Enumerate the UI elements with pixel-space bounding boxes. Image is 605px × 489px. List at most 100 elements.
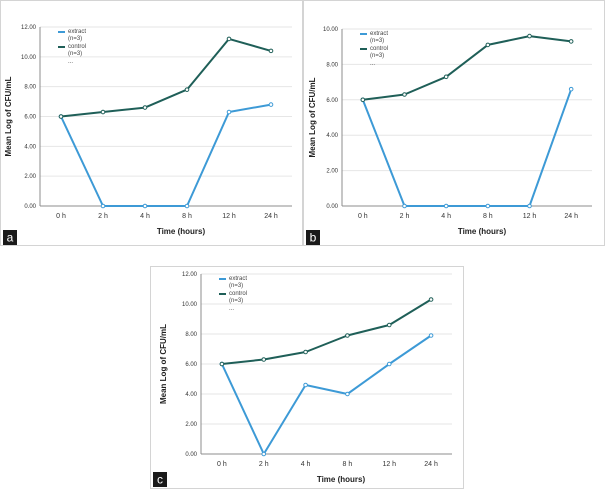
y-tick-label: 6.00 <box>326 98 338 104</box>
x-tick-label: 12 h <box>222 213 236 220</box>
legend-n-label: (n=3) <box>68 36 82 42</box>
data-point-control <box>568 39 574 44</box>
series-line-control <box>221 298 432 365</box>
y-tick-label: 2.00 <box>326 169 338 175</box>
x-tick-label: 24 h <box>424 461 438 468</box>
x-tick-label: 24 h <box>564 213 578 220</box>
x-tick-label: 12 h <box>382 461 396 468</box>
legend-label: extract <box>370 31 388 37</box>
y-tick-label: 10.00 <box>182 302 198 308</box>
legend-label: extract <box>68 29 86 35</box>
data-point-control <box>261 357 267 362</box>
data-point-extract <box>226 109 232 115</box>
legend-n-label: (n=3) <box>370 53 384 59</box>
x-tick-label: 8 h <box>182 213 192 220</box>
y-axis-title: Mean Log of CFU/mL <box>308 77 317 157</box>
data-point-control <box>428 297 434 302</box>
y-tick-label: 10.00 <box>323 27 339 33</box>
x-tick-label: 8 h <box>343 461 353 468</box>
x-tick-label: 0 h <box>56 213 66 220</box>
x-tick-label: 8 h <box>483 213 493 220</box>
data-point-extract <box>485 203 491 209</box>
x-tick-label: 2 h <box>259 461 269 468</box>
y-tick-label: 6.00 <box>24 115 36 121</box>
series-line-extract <box>361 88 573 207</box>
y-tick-label: 4.00 <box>326 133 338 139</box>
y-tick-label: 0.00 <box>326 204 338 210</box>
data-point-extract <box>345 391 350 397</box>
series-line-extract <box>220 334 432 455</box>
legend-label: control <box>229 291 247 297</box>
data-point-extract <box>443 203 449 209</box>
legend-more: ... <box>68 59 73 65</box>
data-point-extract <box>527 203 532 209</box>
data-point-control <box>527 33 532 39</box>
data-point-control <box>402 92 407 97</box>
data-point-control <box>360 97 366 103</box>
x-axis-title: Time (hours) <box>458 227 507 236</box>
x-axis-title: Time (hours) <box>317 475 366 484</box>
legend-n-label: (n=3) <box>229 298 243 304</box>
panel-frame <box>150 266 464 489</box>
y-tick-label: 0.00 <box>185 452 197 458</box>
chart-panel-b: 0.00 2.00 4.00 6.00 8.00 10.00 0 h 2 h 4 h 8 h 12 … <box>303 0 605 246</box>
panel-frame <box>303 0 605 246</box>
data-point-extract <box>184 203 190 209</box>
x-tick-label: 12 h <box>523 213 537 220</box>
data-point-extract <box>261 451 267 457</box>
y-tick-label: 8.00 <box>24 85 36 91</box>
chart-panel-c: 0.00 2.00 4.00 6.00 8.00 10.00 12.00 0 h 2 h 4 h 8… <box>150 266 464 489</box>
data-point-control <box>184 87 190 92</box>
x-tick-label: 2 h <box>98 213 108 220</box>
panel-tag-label: a <box>7 231 14 245</box>
panel-tag-label: b <box>310 231 317 245</box>
data-point-extract <box>402 203 407 209</box>
data-point-extract <box>142 203 148 209</box>
y-tick-label: 10.00 <box>21 55 37 61</box>
series-line-extract <box>60 103 272 207</box>
x-tick-label: 0 h <box>358 213 368 220</box>
legend-n-label: (n=3) <box>370 38 384 44</box>
legend-label: control <box>370 46 388 52</box>
legend-label: control <box>68 44 86 50</box>
data-point-extract <box>100 203 106 209</box>
x-tick-label: 4 h <box>140 213 150 220</box>
data-point-control <box>443 74 449 80</box>
y-tick-label: 4.00 <box>24 144 36 150</box>
data-point-control <box>219 361 225 367</box>
x-tick-label: 24 h <box>264 213 278 220</box>
panel-frame <box>0 0 303 246</box>
data-point-control <box>100 109 106 115</box>
y-tick-label: 2.00 <box>185 422 197 428</box>
panel-tag-box <box>3 230 17 245</box>
y-axis-title: Mean Log of CFU/mL <box>159 324 168 404</box>
data-point-control <box>268 48 274 54</box>
data-point-extract <box>568 86 574 92</box>
data-point-extract <box>268 102 274 107</box>
data-point-extract <box>303 382 308 388</box>
panel-tag-box <box>306 230 320 245</box>
data-point-extract <box>428 333 434 338</box>
y-tick-label: 6.00 <box>185 362 197 368</box>
x-tick-label: 0 h <box>217 461 227 468</box>
legend-label: extract <box>229 276 247 282</box>
data-point-control <box>142 105 148 110</box>
y-tick-label: 2.00 <box>24 174 36 180</box>
panel-tag-box <box>153 472 167 487</box>
series-line-control <box>60 37 272 118</box>
data-point-control <box>226 36 232 42</box>
y-tick-label: 12.00 <box>182 272 198 278</box>
y-axis-title: Mean Log of CFU/mL <box>4 76 13 156</box>
data-point-extract <box>386 361 392 367</box>
series-line-control <box>362 35 572 101</box>
x-tick-label: 4 h <box>441 213 451 220</box>
legend-more: ... <box>229 306 234 312</box>
chart-panel-a: 0.00 2.00 4.00 6.00 8.00 10.00 12.00 0 h 2 h 4 h 8… <box>0 0 303 246</box>
data-point-control <box>386 322 392 328</box>
data-point-control <box>58 114 64 119</box>
legend-more: ... <box>370 61 375 67</box>
x-tick-label: 4 h <box>301 461 311 468</box>
data-point-control <box>303 349 308 355</box>
y-tick-label: 12.00 <box>21 25 37 31</box>
